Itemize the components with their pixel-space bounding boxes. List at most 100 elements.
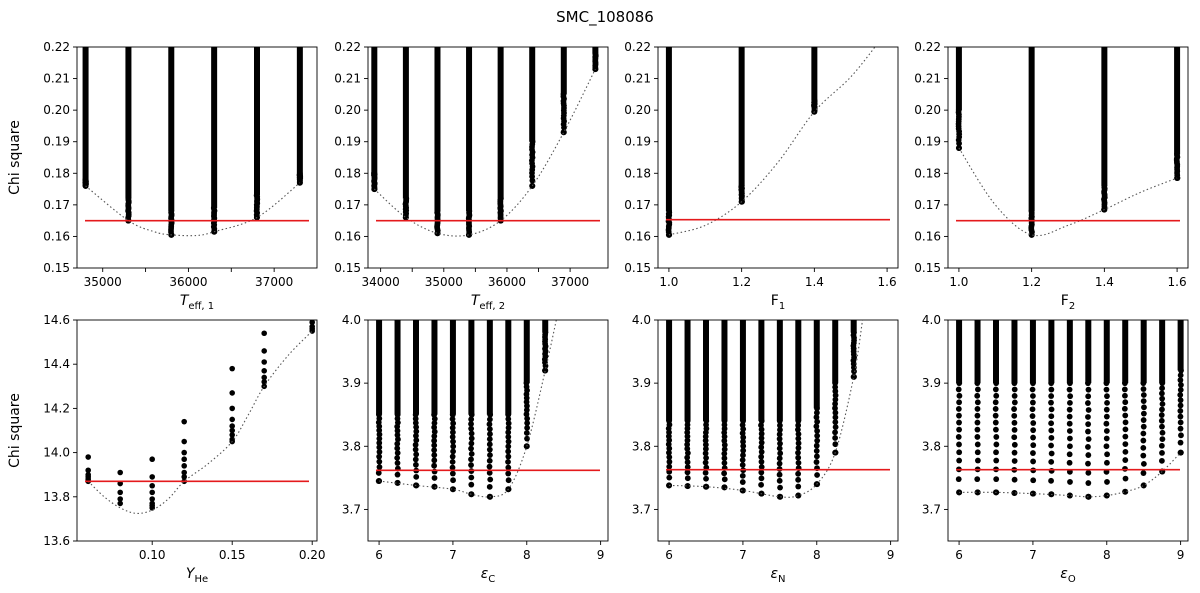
data-column-4	[1011, 320, 1018, 497]
x-axis-label: εN	[770, 566, 785, 585]
data-point	[229, 405, 235, 412]
data-point	[758, 453, 765, 460]
data-point	[505, 420, 512, 427]
y-tick-label: 3.9	[632, 376, 651, 390]
subplot-3: 0.150.160.170.180.190.200.210.221.0 1.2 1.…	[624, 40, 899, 312]
data-point	[1177, 386, 1184, 393]
data-point	[261, 348, 268, 354]
data-point	[1122, 488, 1129, 495]
data-point	[1177, 419, 1184, 426]
data-point	[1103, 380, 1110, 387]
data-point	[261, 368, 268, 374]
data-point	[993, 434, 1000, 440]
data-point	[468, 456, 474, 463]
data-point	[1122, 399, 1129, 406]
data-point	[974, 380, 981, 387]
y-tick-label: 3.7	[632, 502, 651, 516]
data-point	[1141, 404, 1147, 411]
data-point	[795, 435, 802, 442]
data-point	[795, 459, 802, 466]
subplot-1: 0.15 0.16 0.17 0.18 0.19 0.20 0.21 0.22 35000 360…	[7, 40, 318, 312]
data-point	[777, 426, 783, 433]
data-point	[1048, 434, 1055, 441]
data-point	[168, 208, 175, 215]
x-tick-label: 1.2	[732, 275, 751, 289]
data-point	[738, 183, 745, 189]
dense-points	[82, 47, 89, 180]
data-point	[449, 411, 456, 418]
data-point	[850, 373, 857, 380]
data-point	[776, 431, 783, 438]
data-point	[703, 454, 709, 461]
data-point	[529, 182, 536, 189]
data-point	[1048, 458, 1055, 465]
data-column-3	[149, 456, 155, 511]
data-point	[776, 471, 783, 478]
data-point	[1121, 386, 1128, 393]
dense-points	[394, 320, 401, 415]
data-point	[955, 476, 962, 483]
data-point	[412, 420, 419, 426]
data-point	[1159, 423, 1165, 430]
data-point	[1029, 386, 1036, 393]
data-point	[1122, 475, 1129, 482]
data-point	[740, 452, 746, 459]
y-tick-label: 3.8	[922, 439, 941, 453]
data-point	[993, 449, 999, 456]
y-tick-label: 0.20	[43, 103, 70, 117]
data-point	[974, 412, 981, 419]
data-point	[795, 431, 802, 438]
subplot-4: 0.150.160.170.180.190.200.210.221.0 1.2 1.…	[914, 40, 1189, 312]
data-point	[758, 475, 765, 482]
data-column-5	[739, 320, 747, 494]
data-point	[1122, 426, 1129, 433]
data-point	[149, 505, 155, 511]
data-point	[1177, 413, 1184, 420]
data-point	[795, 492, 802, 499]
axes-frame	[367, 319, 609, 542]
data-point	[542, 367, 549, 374]
data-point	[795, 476, 802, 483]
dense-points	[684, 320, 691, 422]
data-point	[758, 444, 765, 451]
data-point	[434, 230, 441, 237]
data-points	[85, 320, 316, 511]
data-column-13	[1177, 320, 1184, 456]
y-tick-label: 4.0	[342, 313, 361, 327]
data-point	[1122, 441, 1129, 447]
y-tick-label: 4.0	[632, 313, 651, 327]
data-point	[684, 418, 691, 424]
data-point	[229, 416, 235, 423]
data-point	[149, 482, 155, 489]
x-tick-label: 37000	[255, 275, 293, 289]
data-point	[758, 430, 765, 437]
x-axis-label: Teff, 1	[180, 293, 214, 312]
data-column-3	[702, 320, 710, 490]
data-column-7	[486, 320, 494, 500]
data-column-3	[992, 320, 1000, 496]
plot-area	[665, 47, 890, 238]
data-point	[117, 480, 123, 487]
data-point	[777, 484, 783, 491]
data-point	[468, 411, 475, 418]
data-point	[523, 430, 530, 436]
dense-points	[1103, 320, 1110, 384]
data-point	[1066, 492, 1073, 499]
data-point	[1104, 399, 1110, 406]
data-point	[376, 435, 383, 442]
data-column-4	[1173, 47, 1181, 182]
data-point	[1140, 444, 1147, 451]
data-column-8	[1085, 320, 1092, 500]
data-point	[1067, 393, 1074, 400]
data-point	[814, 405, 820, 412]
x-tick-label: 0.20	[299, 548, 326, 562]
data-point	[1140, 437, 1147, 444]
data-point	[684, 450, 691, 456]
data-point	[1140, 417, 1147, 423]
data-points	[82, 47, 304, 238]
data-point	[1103, 413, 1110, 420]
dense-points	[1101, 47, 1108, 186]
y-axis: 3.7 3.8 3.9 4.0	[922, 313, 948, 516]
data-point	[758, 449, 765, 455]
envelope-curve	[85, 182, 301, 237]
